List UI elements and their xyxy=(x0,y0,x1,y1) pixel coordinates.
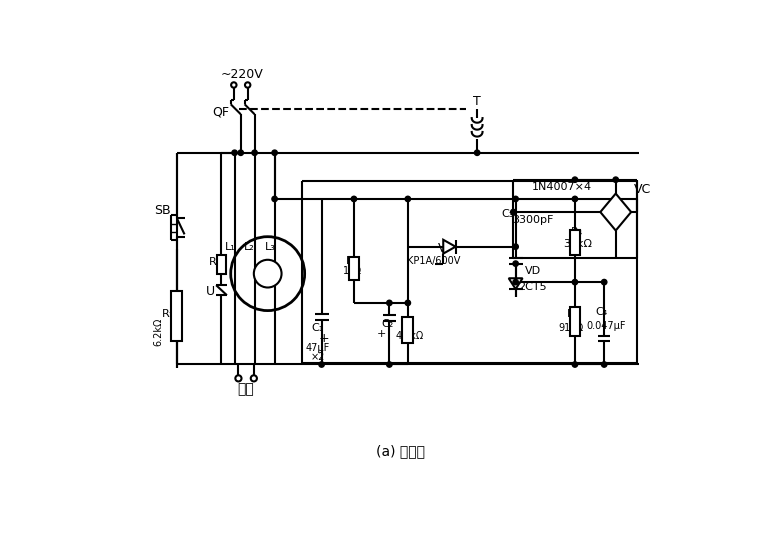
Text: ~220V: ~220V xyxy=(220,68,263,81)
Bar xyxy=(569,307,580,336)
Text: 负载: 负载 xyxy=(238,382,254,396)
Text: VD: VD xyxy=(525,265,540,276)
Text: L₃: L₃ xyxy=(265,242,276,251)
Circle shape xyxy=(601,362,607,367)
Text: Rᵥ: Rᵥ xyxy=(209,257,222,267)
Circle shape xyxy=(572,362,578,367)
Text: VC: VC xyxy=(633,183,651,196)
Circle shape xyxy=(272,196,277,202)
Text: 1N4007×4: 1N4007×4 xyxy=(532,182,592,193)
Text: +: + xyxy=(377,328,386,339)
Circle shape xyxy=(231,82,236,88)
Polygon shape xyxy=(443,240,456,254)
Bar xyxy=(569,230,580,255)
Circle shape xyxy=(245,82,251,88)
Circle shape xyxy=(251,375,257,381)
Circle shape xyxy=(232,150,237,156)
Text: 0.047μF: 0.047μF xyxy=(586,321,626,331)
Circle shape xyxy=(252,150,258,156)
Circle shape xyxy=(272,150,277,156)
Text: U: U xyxy=(205,285,215,298)
Circle shape xyxy=(513,279,518,285)
Circle shape xyxy=(511,209,516,215)
Bar xyxy=(348,257,359,280)
Text: SB: SB xyxy=(154,204,171,217)
Text: 91kΩ: 91kΩ xyxy=(558,323,583,333)
Text: R₁: R₁ xyxy=(162,309,175,319)
Text: +: + xyxy=(319,332,329,345)
Circle shape xyxy=(387,300,392,305)
Text: 2CT5: 2CT5 xyxy=(518,282,547,293)
Circle shape xyxy=(254,260,282,287)
Circle shape xyxy=(572,279,578,285)
Text: R₃: R₃ xyxy=(402,319,414,330)
Circle shape xyxy=(572,177,578,182)
Text: T: T xyxy=(473,95,481,108)
Text: 3300pF: 3300pF xyxy=(513,215,554,225)
Circle shape xyxy=(613,177,619,182)
Circle shape xyxy=(231,236,305,311)
Text: C₄: C₄ xyxy=(596,307,608,317)
Text: R₂: R₂ xyxy=(346,256,359,265)
Text: L₁: L₁ xyxy=(226,242,236,251)
Text: KP1A/600V: KP1A/600V xyxy=(407,256,460,265)
Circle shape xyxy=(513,244,518,249)
Text: QF: QF xyxy=(212,105,229,118)
Circle shape xyxy=(352,196,356,202)
Text: (a) 电路一: (a) 电路一 xyxy=(377,445,425,458)
Circle shape xyxy=(513,261,518,266)
Circle shape xyxy=(238,150,244,156)
Circle shape xyxy=(405,196,410,202)
Text: C₃: C₃ xyxy=(502,209,514,219)
Text: 30kΩ: 30kΩ xyxy=(563,239,592,249)
Circle shape xyxy=(319,362,324,367)
Text: C₁: C₁ xyxy=(312,323,324,333)
Circle shape xyxy=(387,362,392,367)
Circle shape xyxy=(601,279,607,285)
Circle shape xyxy=(572,196,578,202)
Text: R₄: R₄ xyxy=(571,227,583,237)
Circle shape xyxy=(405,300,410,305)
Polygon shape xyxy=(601,194,631,231)
Circle shape xyxy=(474,150,480,156)
Text: R₅: R₅ xyxy=(568,309,579,319)
Text: L₂: L₂ xyxy=(244,242,254,251)
Bar xyxy=(217,255,226,273)
Text: 1kΩ: 1kΩ xyxy=(343,265,362,276)
Bar xyxy=(402,317,413,343)
Text: 47μF: 47μF xyxy=(305,342,330,353)
Text: 6.2kΩ: 6.2kΩ xyxy=(153,318,164,346)
Text: V: V xyxy=(438,242,446,256)
Polygon shape xyxy=(509,278,522,289)
Text: ×2: ×2 xyxy=(311,352,325,362)
Circle shape xyxy=(513,196,518,202)
Circle shape xyxy=(236,375,241,381)
Text: 4.3kΩ: 4.3kΩ xyxy=(395,331,424,341)
Text: C₂: C₂ xyxy=(381,319,394,330)
Bar xyxy=(171,292,182,341)
